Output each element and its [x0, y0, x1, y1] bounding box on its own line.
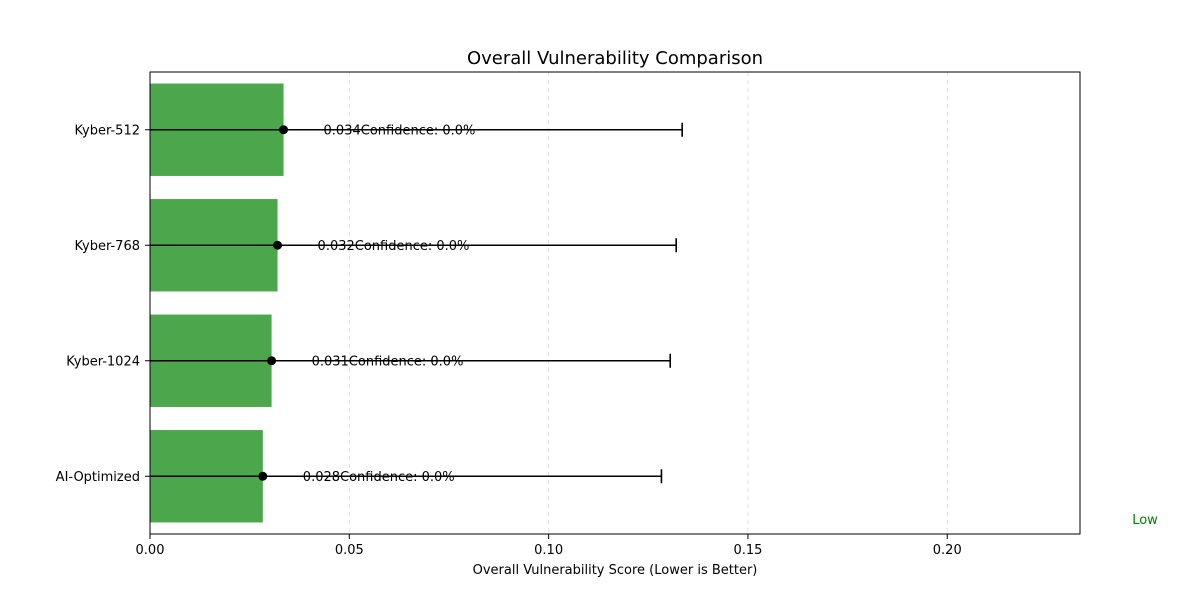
x-tick-label: 0.15 — [733, 543, 762, 558]
x-axis: 0.00 0.05 0.10 0.15 0.20 — [136, 534, 962, 558]
x-tick-label: 0.05 — [335, 543, 364, 558]
value-label: 0.031Confidence: 0.0% — [312, 354, 464, 369]
value-label: 0.034Confidence: 0.0% — [324, 123, 476, 138]
x-axis-label: Overall Vulnerability Score (Lower is Be… — [473, 563, 758, 578]
category-label: AI-Optimized — [56, 470, 140, 485]
low-annotation: Low — [1132, 513, 1158, 528]
y-axis: Kyber-512 Kyber-768 Kyber-1024 AI-Optimized — [56, 123, 150, 485]
value-labels-layer: 0.034Confidence: 0.0% 0.032Confidence: 0.… — [303, 123, 476, 485]
plot-area-frame — [149, 71, 1081, 535]
category-label: Kyber-768 — [74, 239, 140, 254]
error-bars-layer — [150, 122, 683, 484]
value-label: 0.032Confidence: 0.0% — [318, 239, 470, 254]
category-label: Kyber-512 — [74, 123, 140, 138]
data-point — [279, 125, 289, 135]
value-label: 0.028Confidence: 0.0% — [303, 470, 455, 485]
data-point — [258, 471, 268, 481]
data-point — [267, 356, 277, 366]
category-label: Kyber-1024 — [66, 354, 140, 369]
x-tick-label: 0.20 — [933, 543, 962, 558]
data-point — [273, 240, 283, 250]
x-tick-label: 0.10 — [534, 543, 563, 558]
chart-title: Overall Vulnerability Comparison — [467, 48, 763, 69]
x-tick-label: 0.00 — [136, 543, 165, 558]
